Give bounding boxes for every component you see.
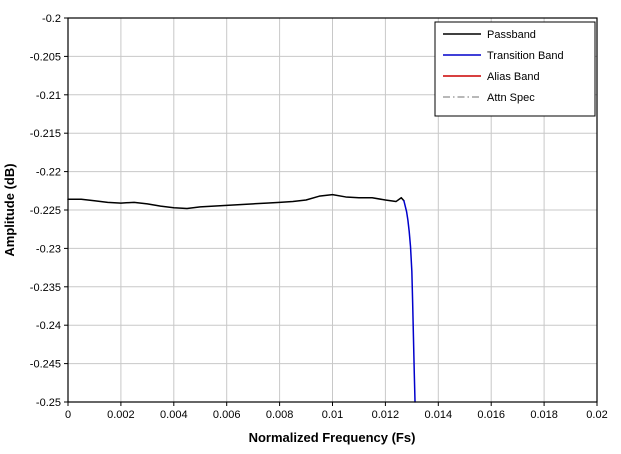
- series-line-passband: [67, 193, 405, 210]
- legend-label-attn-spec: Attn Spec: [487, 92, 535, 104]
- x-tick-label: 0.018: [530, 409, 558, 421]
- y-tick-label: -0.205: [30, 51, 61, 63]
- legend-label-alias-band: Alias Band: [487, 71, 540, 83]
- x-tick-label: 0.02: [586, 409, 607, 421]
- y-tick-label: -0.235: [30, 282, 61, 294]
- y-tick-label: -0.2: [42, 13, 61, 25]
- y-tick-label: -0.215: [30, 128, 61, 140]
- x-tick-label: 0.006: [213, 409, 241, 421]
- x-axis-label: Normalized Frequency (Fs): [249, 430, 416, 445]
- x-tick-label: 0.012: [372, 409, 400, 421]
- y-tick-label: -0.23: [36, 243, 61, 255]
- x-tick-label: 0.014: [425, 409, 453, 421]
- x-tick-label: 0.002: [107, 409, 135, 421]
- y-tick-label: -0.22: [36, 167, 61, 179]
- x-tick-label: 0.004: [160, 409, 188, 421]
- legend-label-passband: Passband: [487, 29, 536, 41]
- y-tick-label: -0.21: [36, 90, 61, 102]
- legend-box: [434, 21, 596, 117]
- y-tick-label: -0.225: [30, 205, 61, 217]
- x-tick-label: 0.008: [266, 409, 294, 421]
- x-tick-label: 0: [65, 409, 71, 421]
- x-tick-label: 0.01: [322, 409, 343, 421]
- y-tick-label: -0.245: [30, 359, 61, 371]
- legend-label-transition-band: Transition Band: [487, 50, 564, 62]
- y-tick-label: -0.24: [36, 320, 61, 332]
- y-tick-label: -0.25: [36, 397, 61, 409]
- series-line-transition-band: [403, 200, 416, 403]
- x-tick-label: 0.016: [477, 409, 505, 421]
- y-axis-label: Amplitude (dB): [2, 163, 17, 256]
